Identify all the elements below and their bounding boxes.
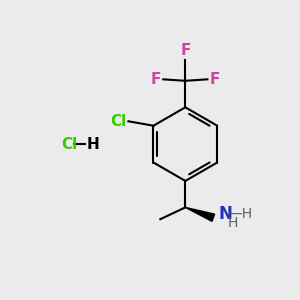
Text: H: H <box>228 216 238 230</box>
Text: F: F <box>180 43 190 58</box>
Text: H: H <box>87 136 99 152</box>
Text: F: F <box>151 72 161 87</box>
Polygon shape <box>185 207 214 221</box>
Text: F: F <box>210 72 220 87</box>
Text: —H: —H <box>228 207 252 221</box>
Text: N: N <box>219 205 232 223</box>
Text: Cl: Cl <box>111 114 127 129</box>
Text: Cl: Cl <box>62 136 78 152</box>
